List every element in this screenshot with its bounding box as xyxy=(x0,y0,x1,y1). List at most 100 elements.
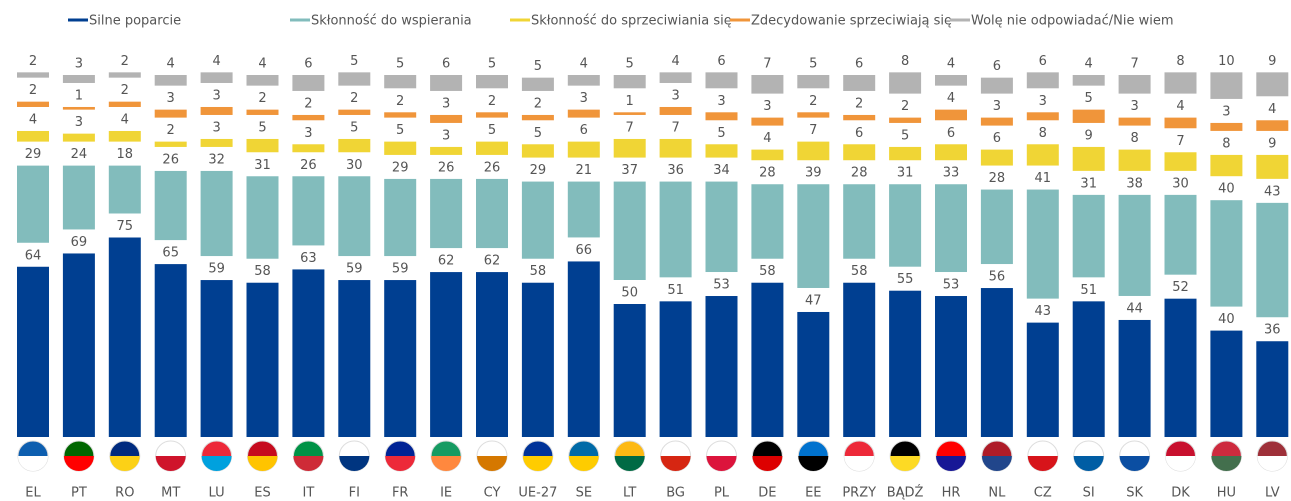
bar-segment xyxy=(476,141,508,155)
data-label: 4 xyxy=(580,57,588,72)
data-label: 4 xyxy=(671,54,679,69)
bar-segment xyxy=(1118,149,1151,171)
data-label: 5 xyxy=(350,120,358,135)
bar-segment xyxy=(613,112,646,115)
data-label: 7 xyxy=(671,120,679,135)
data-label: 5 xyxy=(534,126,542,141)
x-tick-label: LU xyxy=(209,486,225,501)
bar-segment xyxy=(705,112,738,121)
flag xyxy=(706,456,737,472)
bar-segment xyxy=(1210,72,1243,99)
bar-segment xyxy=(62,133,95,142)
data-label: 6 xyxy=(304,57,312,72)
data-label: 7 xyxy=(1130,57,1138,72)
bar-segment xyxy=(889,184,922,267)
bar-segment xyxy=(338,109,371,115)
flag xyxy=(522,456,553,472)
flag xyxy=(385,456,416,472)
data-label: 4 xyxy=(1176,99,1184,114)
data-label: 3 xyxy=(1222,104,1230,119)
data-label: 31 xyxy=(1080,176,1097,191)
legend-label: Skłonność do wspierania xyxy=(311,14,472,29)
flag xyxy=(936,456,966,471)
bar-segment xyxy=(1118,117,1151,126)
data-label: 3 xyxy=(212,120,220,135)
data-label: 40 xyxy=(1218,312,1235,327)
flag xyxy=(431,456,462,472)
data-label: 2 xyxy=(855,96,863,111)
bar-segment xyxy=(246,109,279,115)
bar-segment xyxy=(246,75,279,86)
data-label: 8 xyxy=(1176,54,1184,69)
data-label: 2 xyxy=(121,83,129,98)
bar-segment xyxy=(521,181,554,259)
legend-label: Wolę nie odpowiadać/Nie wiem xyxy=(971,14,1174,29)
data-label: 7 xyxy=(763,57,771,72)
bar-segment xyxy=(1256,154,1289,179)
data-label: 31 xyxy=(897,166,914,181)
bar-segment xyxy=(1164,194,1197,275)
bar-segment xyxy=(246,138,279,153)
bar-segment xyxy=(1072,146,1105,171)
data-label: 40 xyxy=(1218,182,1235,197)
flag xyxy=(1165,456,1196,472)
data-label: 36 xyxy=(667,163,684,178)
bar-segment xyxy=(935,75,967,86)
bar-segment xyxy=(200,106,233,115)
data-label: 52 xyxy=(1172,280,1189,295)
bar-segment xyxy=(797,141,830,161)
data-label: 53 xyxy=(943,278,960,293)
x-tick-label: DE xyxy=(758,486,776,501)
bar-segment xyxy=(613,75,646,89)
data-label: 39 xyxy=(805,166,822,181)
bar-segment xyxy=(613,304,646,437)
bar-segment xyxy=(980,288,1013,437)
data-label: 3 xyxy=(671,88,679,103)
data-label: 3 xyxy=(167,91,175,106)
bar-segment xyxy=(935,296,967,437)
data-label: 1 xyxy=(75,88,83,103)
data-label: 18 xyxy=(117,147,134,162)
data-label: 26 xyxy=(300,158,317,173)
bar-segment xyxy=(705,296,738,437)
bar-segment xyxy=(843,114,876,121)
bar-segment xyxy=(1118,75,1151,94)
bar-segment xyxy=(521,77,554,91)
data-label: 5 xyxy=(534,59,542,74)
data-label: 28 xyxy=(989,171,1006,186)
bar-segment xyxy=(200,138,233,147)
bar-segment xyxy=(1164,72,1197,94)
bar-segment xyxy=(797,112,830,118)
data-label: 5 xyxy=(488,123,496,138)
bar-segment xyxy=(384,75,417,89)
bar-segment xyxy=(567,75,600,86)
data-label: 4 xyxy=(167,57,175,72)
bar-segment xyxy=(1164,117,1197,129)
bar-segment xyxy=(154,170,187,241)
bar-segment xyxy=(889,146,922,161)
data-label: 2 xyxy=(809,94,817,109)
bar-segment xyxy=(980,149,1013,166)
data-label: 2 xyxy=(396,94,404,109)
flag xyxy=(18,456,48,471)
bar-segment xyxy=(567,141,600,158)
bar-segment xyxy=(843,184,876,259)
bar-segment xyxy=(705,72,738,89)
data-label: 5 xyxy=(717,126,725,141)
bar-segment xyxy=(935,184,967,273)
bar-segment xyxy=(659,138,692,158)
data-label: 6 xyxy=(993,131,1001,146)
flag xyxy=(660,456,691,472)
bar-segment xyxy=(17,165,49,243)
data-label: 4 xyxy=(763,131,771,146)
bar-segment xyxy=(200,170,233,257)
bar-segment xyxy=(1026,112,1059,121)
bar-segment xyxy=(1164,298,1197,437)
bar-segment xyxy=(889,72,922,94)
data-label: 59 xyxy=(208,262,225,277)
bar-segment xyxy=(154,75,187,86)
bar-segment xyxy=(384,112,417,118)
x-tick-label: HU xyxy=(1217,486,1236,501)
bar-segment xyxy=(62,165,95,230)
bar-segment xyxy=(62,253,95,437)
